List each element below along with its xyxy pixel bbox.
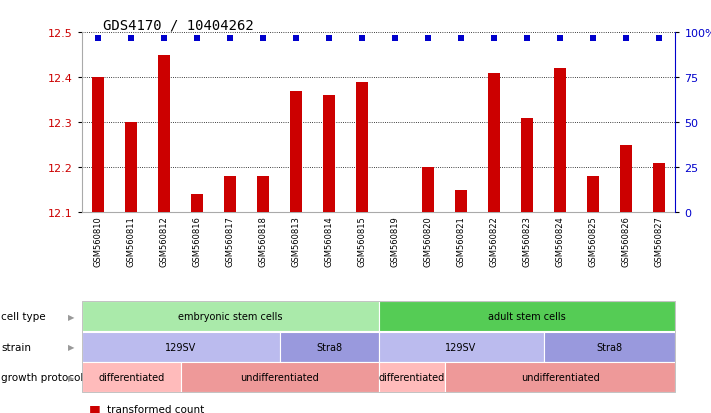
Text: 129SV: 129SV <box>445 342 476 352</box>
Bar <box>356 83 368 213</box>
Text: ▶: ▶ <box>68 373 75 382</box>
Text: differentiated: differentiated <box>378 373 444 382</box>
Text: Stra8: Stra8 <box>316 342 342 352</box>
Bar <box>225 177 236 213</box>
Bar <box>555 69 566 213</box>
Text: embryonic stem cells: embryonic stem cells <box>178 311 282 321</box>
Text: ▶: ▶ <box>68 342 75 351</box>
Text: ■: ■ <box>89 402 101 413</box>
Bar <box>290 91 302 213</box>
Text: GDS4170 / 10404262: GDS4170 / 10404262 <box>103 19 254 33</box>
Bar <box>191 195 203 213</box>
Text: 129SV: 129SV <box>165 342 196 352</box>
Text: undifferentiated: undifferentiated <box>520 373 599 382</box>
Bar <box>422 168 434 213</box>
Bar <box>257 177 269 213</box>
Bar <box>92 78 104 213</box>
Bar <box>125 123 137 213</box>
Bar <box>159 55 170 213</box>
Bar <box>521 119 533 213</box>
Text: Stra8: Stra8 <box>597 342 623 352</box>
Text: transformed count: transformed count <box>107 404 204 413</box>
Bar <box>620 145 632 213</box>
Text: strain: strain <box>1 342 31 352</box>
Bar <box>653 163 665 213</box>
Text: ▶: ▶ <box>68 312 75 321</box>
Bar <box>324 96 335 213</box>
Text: differentiated: differentiated <box>98 373 164 382</box>
Bar <box>587 177 599 213</box>
Bar <box>455 190 467 213</box>
Text: adult stem cells: adult stem cells <box>488 311 566 321</box>
Text: cell type: cell type <box>1 311 46 321</box>
Bar <box>488 74 500 213</box>
Text: undifferentiated: undifferentiated <box>240 373 319 382</box>
Text: growth protocol: growth protocol <box>1 373 84 382</box>
